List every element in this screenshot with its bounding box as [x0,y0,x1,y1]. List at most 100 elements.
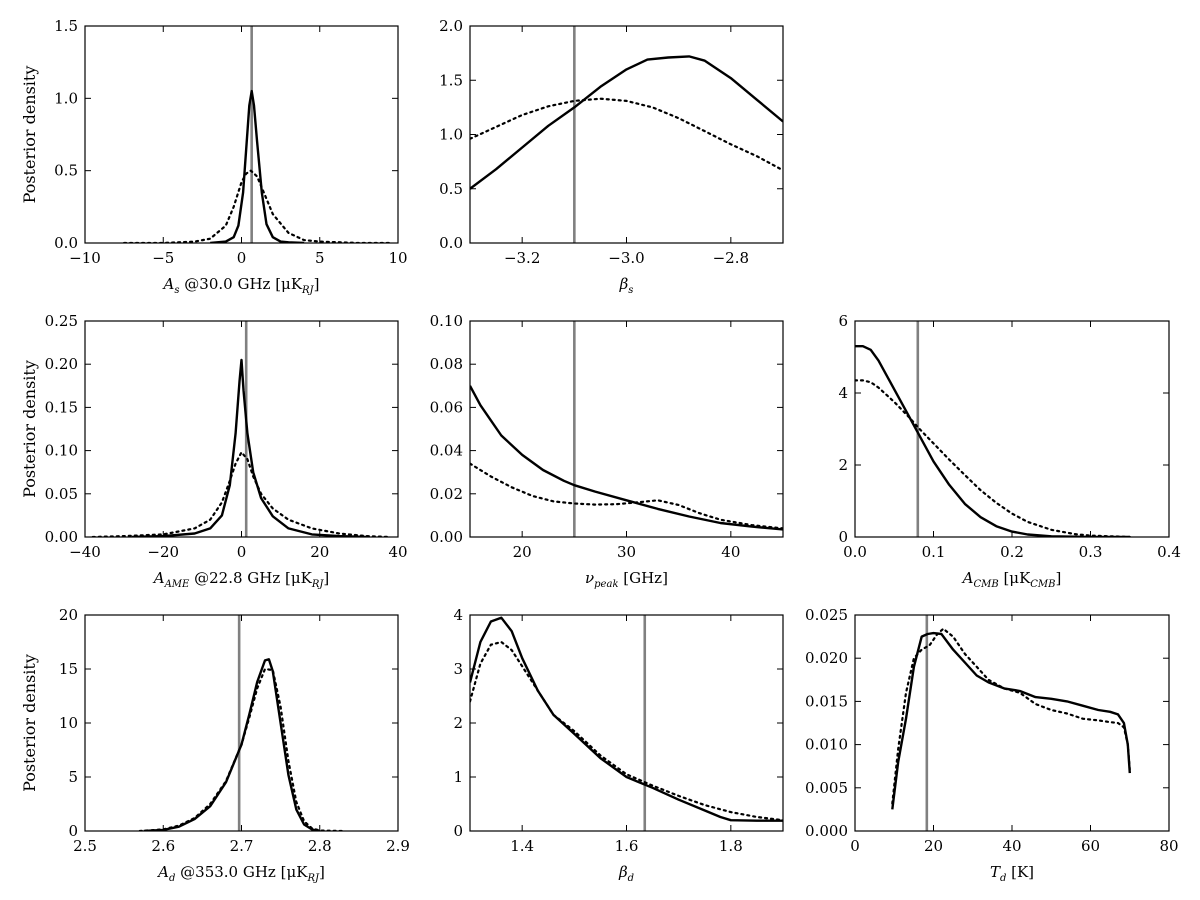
x-tick-label: 2.9 [386,837,410,855]
panel-t-d: 0 20 40 60 80 0.000 0.005 0.010 0.015 0.020 0.025 T… [805,606,1179,884]
series-line-dotted [470,462,783,530]
y-axis-label: Posterior density [20,654,39,792]
y-tick-label: 0.08 [430,355,463,373]
y-tick-label: 1.5 [439,71,463,89]
x-tick-label: 1.8 [719,837,743,855]
panel-a-ame: −40 −20 0 20 40 0.00 0.05 0.10 0.15 0.20 0.25 AAME … [20,312,408,590]
y-tick-label: 1.0 [439,126,463,144]
x-tick-label: 2.7 [230,837,254,855]
axes-frame [469,25,784,244]
series-line-solid [143,658,320,831]
y-tick-label: 1.5 [54,17,78,35]
axes-frame [84,614,399,832]
y-tick-label: 0.025 [805,606,848,624]
y-tick-label: 0.0 [54,234,78,252]
y-tick-label: 2 [838,456,848,474]
series-line-dotted [138,667,345,831]
series-line-solid [470,385,783,531]
series-line-dotted [470,640,783,822]
series-line-solid [210,89,305,243]
series-line-dotted [91,450,392,537]
y-tick-label: 0.5 [54,162,78,180]
x-axis-label: νpeak [GHz] [585,569,668,590]
y-tick-label: 0.10 [45,442,78,460]
x-tick-label: −20 [147,543,179,561]
y-axis-label: Posterior density [20,66,39,204]
x-tick-label: 20 [310,543,329,561]
x-tick-label: 0.4 [1157,543,1181,561]
x-tick-label: 20 [513,543,532,561]
x-tick-label: 2.6 [151,837,175,855]
y-tick-label: 0.02 [430,485,463,503]
x-tick-label: −5 [152,249,174,267]
y-tick-label: 3 [453,660,463,678]
x-tick-label: 2.8 [308,837,332,855]
x-tick-label: 1.4 [510,837,534,855]
y-tick-label: 0 [838,528,848,546]
y-tick-label: 1.0 [54,89,78,107]
y-tick-label: 0.020 [805,649,848,667]
y-tick-label: 10 [59,714,78,732]
y-tick-label: 1 [453,768,463,786]
y-tick-label: 0.10 [430,312,463,330]
x-tick-label: −3.2 [504,249,540,267]
y-tick-label: 0.005 [805,779,848,797]
x-axis-label: ACMB [μKCMB] [961,569,1062,590]
x-tick-label: 0 [237,543,247,561]
x-tick-label: 0 [237,249,247,267]
series-line-solid [855,345,1130,537]
x-tick-label: 2.5 [73,837,97,855]
y-tick-label: 0 [68,822,78,840]
series-line-dotted [122,169,392,243]
y-tick-label: 5 [68,768,78,786]
x-tick-label: 40 [721,543,740,561]
y-tick-label: 2.0 [439,17,463,35]
x-tick-label: 20 [924,837,943,855]
y-tick-label: 4 [453,606,463,624]
x-tick-label: 0.2 [1000,543,1024,561]
series-line-dotted [891,627,1131,805]
x-tick-label: 0.3 [1079,543,1103,561]
panel-beta-s: −3.2 −3.0 −2.8 0.0 0.5 1.0 1.5 2.0 βs [439,17,784,296]
panel-as: −10 −5 0 5 10 0.0 0.5 1.0 1.5 As @30.0 GHz [μKRJ]… [20,17,408,296]
panel-a-cmb: 0.0 0.1 0.2 0.3 0.4 0 2 4 6 ACMB [μKCMB] [838,312,1180,590]
x-tick-label: −10 [69,249,101,267]
panel-beta-d: 1.4 1.6 1.8 0 1 2 3 4 βd [453,606,784,884]
x-tick-label: 60 [1081,837,1100,855]
y-tick-label: 0.20 [45,355,78,373]
x-tick-label: −3.0 [608,249,644,267]
y-tick-label: 2 [453,714,463,732]
x-tick-label: 40 [1002,837,1021,855]
x-tick-label: 0.0 [843,543,867,561]
y-tick-label: 0 [453,822,463,840]
y-tick-label: 0.15 [45,398,78,416]
x-tick-label: 30 [617,543,636,561]
x-axis-label: βs [619,275,634,296]
series-line-solid [131,358,367,537]
x-axis-label: Ad @353.0 GHz [μKRJ] [156,863,325,884]
x-tick-label: 40 [388,543,407,561]
y-tick-label: 0.000 [805,822,848,840]
series-line-solid [891,631,1131,810]
x-tick-label: 10 [388,249,407,267]
series-line-solid [470,616,783,822]
y-tick-label: 0.04 [430,442,463,460]
x-axis-label: AAME @22.8 GHz [μKRJ] [152,569,330,590]
x-axis-label: βd [618,863,634,884]
x-tick-label: −40 [69,543,101,561]
y-tick-label: 0.010 [805,736,848,754]
axes-frame [84,320,399,538]
y-tick-label: 0.5 [439,180,463,198]
series-line-dotted [855,379,1131,537]
series-line-solid [470,55,783,190]
y-tick-label: 15 [59,660,78,678]
y-tick-label: 0.00 [430,528,463,546]
y-tick-label: 0.015 [805,692,848,710]
panel-nu-peak: 20 30 40 0.00 0.02 0.04 0.06 0.08 0.10 νpeak [GHz… [430,312,784,590]
x-axis-label: As @30.0 GHz [μKRJ] [162,275,320,296]
panel-a-d: 2.5 2.6 2.7 2.8 2.9 0 5 10 15 20 Ad @353.0 GHz [μK… [20,606,410,884]
x-tick-label: 5 [315,249,325,267]
x-tick-label: 0.1 [922,543,946,561]
x-tick-label: 80 [1159,837,1178,855]
